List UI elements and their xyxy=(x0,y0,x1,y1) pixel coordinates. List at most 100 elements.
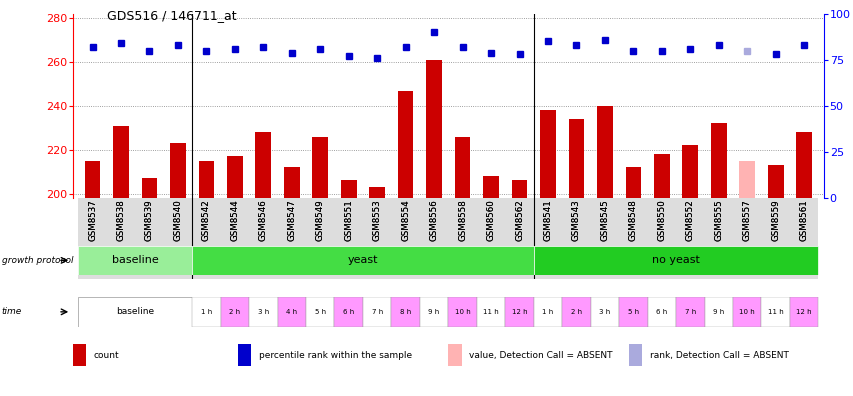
Text: GSM8562: GSM8562 xyxy=(514,200,524,242)
Text: 3 h: 3 h xyxy=(258,309,269,315)
Text: 4 h: 4 h xyxy=(286,309,297,315)
Text: 12 h: 12 h xyxy=(511,309,526,315)
Bar xyxy=(476,198,505,279)
Bar xyxy=(107,198,135,279)
Bar xyxy=(113,126,129,198)
Bar xyxy=(84,161,101,198)
Bar xyxy=(561,297,590,327)
Text: GSM8549: GSM8549 xyxy=(316,200,324,241)
Text: GSM8552: GSM8552 xyxy=(685,200,694,242)
Bar xyxy=(255,132,270,198)
Text: 10 h: 10 h xyxy=(454,309,470,315)
Text: GSM8538: GSM8538 xyxy=(116,200,125,242)
Bar xyxy=(78,246,192,275)
Text: GSM8548: GSM8548 xyxy=(628,200,637,242)
Bar xyxy=(73,344,86,366)
Bar xyxy=(312,137,328,198)
Bar xyxy=(647,198,676,279)
Bar xyxy=(476,297,505,327)
Text: value, Detection Call = ABSENT: value, Detection Call = ABSENT xyxy=(469,351,612,360)
Bar xyxy=(624,167,641,198)
Text: 5 h: 5 h xyxy=(314,309,326,315)
Bar xyxy=(305,198,334,279)
Text: 11 h: 11 h xyxy=(767,309,783,315)
Bar xyxy=(710,124,726,198)
Bar xyxy=(568,119,583,198)
Bar xyxy=(618,297,647,327)
Text: GSM8538: GSM8538 xyxy=(116,200,125,242)
Bar xyxy=(511,181,527,198)
Bar xyxy=(739,161,754,198)
Bar xyxy=(653,154,669,198)
Text: GDS516 / 146711_at: GDS516 / 146711_at xyxy=(107,9,236,22)
Bar xyxy=(340,181,357,198)
Text: GSM8561: GSM8561 xyxy=(798,200,808,242)
Bar xyxy=(227,156,242,198)
Text: 9 h: 9 h xyxy=(428,309,439,315)
Text: GSM8559: GSM8559 xyxy=(770,200,780,241)
Text: GSM8541: GSM8541 xyxy=(543,200,552,242)
Text: 6 h: 6 h xyxy=(655,309,667,315)
Bar xyxy=(505,297,533,327)
Text: 3 h: 3 h xyxy=(599,309,610,315)
Text: GSM8543: GSM8543 xyxy=(572,200,580,242)
Bar xyxy=(789,198,817,279)
Text: 7 h: 7 h xyxy=(684,309,695,315)
Text: time: time xyxy=(2,307,22,316)
Text: GSM8559: GSM8559 xyxy=(770,200,780,241)
Bar xyxy=(391,297,420,327)
Text: GSM8541: GSM8541 xyxy=(543,200,552,242)
Bar xyxy=(767,165,783,198)
Bar xyxy=(483,176,498,198)
Bar xyxy=(596,106,612,198)
Bar xyxy=(704,198,732,279)
Text: GSM8551: GSM8551 xyxy=(344,200,353,242)
Text: GSM8546: GSM8546 xyxy=(258,200,268,242)
Bar xyxy=(198,161,214,198)
Bar xyxy=(277,198,305,279)
Bar xyxy=(334,297,363,327)
Text: 8 h: 8 h xyxy=(399,309,411,315)
Bar xyxy=(78,198,107,279)
Bar xyxy=(283,167,299,198)
Text: GSM8557: GSM8557 xyxy=(742,200,751,242)
Text: 1 h: 1 h xyxy=(200,309,212,315)
Bar xyxy=(305,297,334,327)
Bar xyxy=(505,198,533,279)
Bar xyxy=(540,110,555,198)
Text: GSM8543: GSM8543 xyxy=(572,200,580,242)
Text: 12 h: 12 h xyxy=(796,309,811,315)
Text: GSM8556: GSM8556 xyxy=(429,200,438,242)
Bar xyxy=(363,297,391,327)
Text: no yeast: no yeast xyxy=(652,255,699,265)
Bar xyxy=(220,297,249,327)
Bar xyxy=(192,297,220,327)
Text: GSM8546: GSM8546 xyxy=(258,200,268,242)
Bar xyxy=(420,297,448,327)
Text: GSM8539: GSM8539 xyxy=(145,200,154,241)
Bar xyxy=(334,198,363,279)
Text: GSM8560: GSM8560 xyxy=(486,200,495,242)
Bar xyxy=(676,297,704,327)
Bar xyxy=(561,198,590,279)
Text: 10 h: 10 h xyxy=(739,309,754,315)
Bar xyxy=(789,297,817,327)
Text: GSM8551: GSM8551 xyxy=(344,200,353,242)
Text: GSM8552: GSM8552 xyxy=(685,200,694,242)
Bar xyxy=(363,198,391,279)
Bar xyxy=(164,198,192,279)
Bar xyxy=(448,344,461,366)
Bar xyxy=(732,297,761,327)
Bar xyxy=(761,198,789,279)
Bar xyxy=(647,297,676,327)
Text: GSM8554: GSM8554 xyxy=(401,200,409,242)
Bar xyxy=(448,297,476,327)
Text: GSM8537: GSM8537 xyxy=(88,200,97,242)
Bar xyxy=(533,246,817,275)
Bar xyxy=(391,198,420,279)
Text: rank, Detection Call = ABSENT: rank, Detection Call = ABSENT xyxy=(649,351,787,360)
Text: GSM8561: GSM8561 xyxy=(798,200,808,242)
Text: GSM8545: GSM8545 xyxy=(600,200,609,242)
Text: GSM8545: GSM8545 xyxy=(600,200,609,242)
Text: GSM8539: GSM8539 xyxy=(145,200,154,241)
